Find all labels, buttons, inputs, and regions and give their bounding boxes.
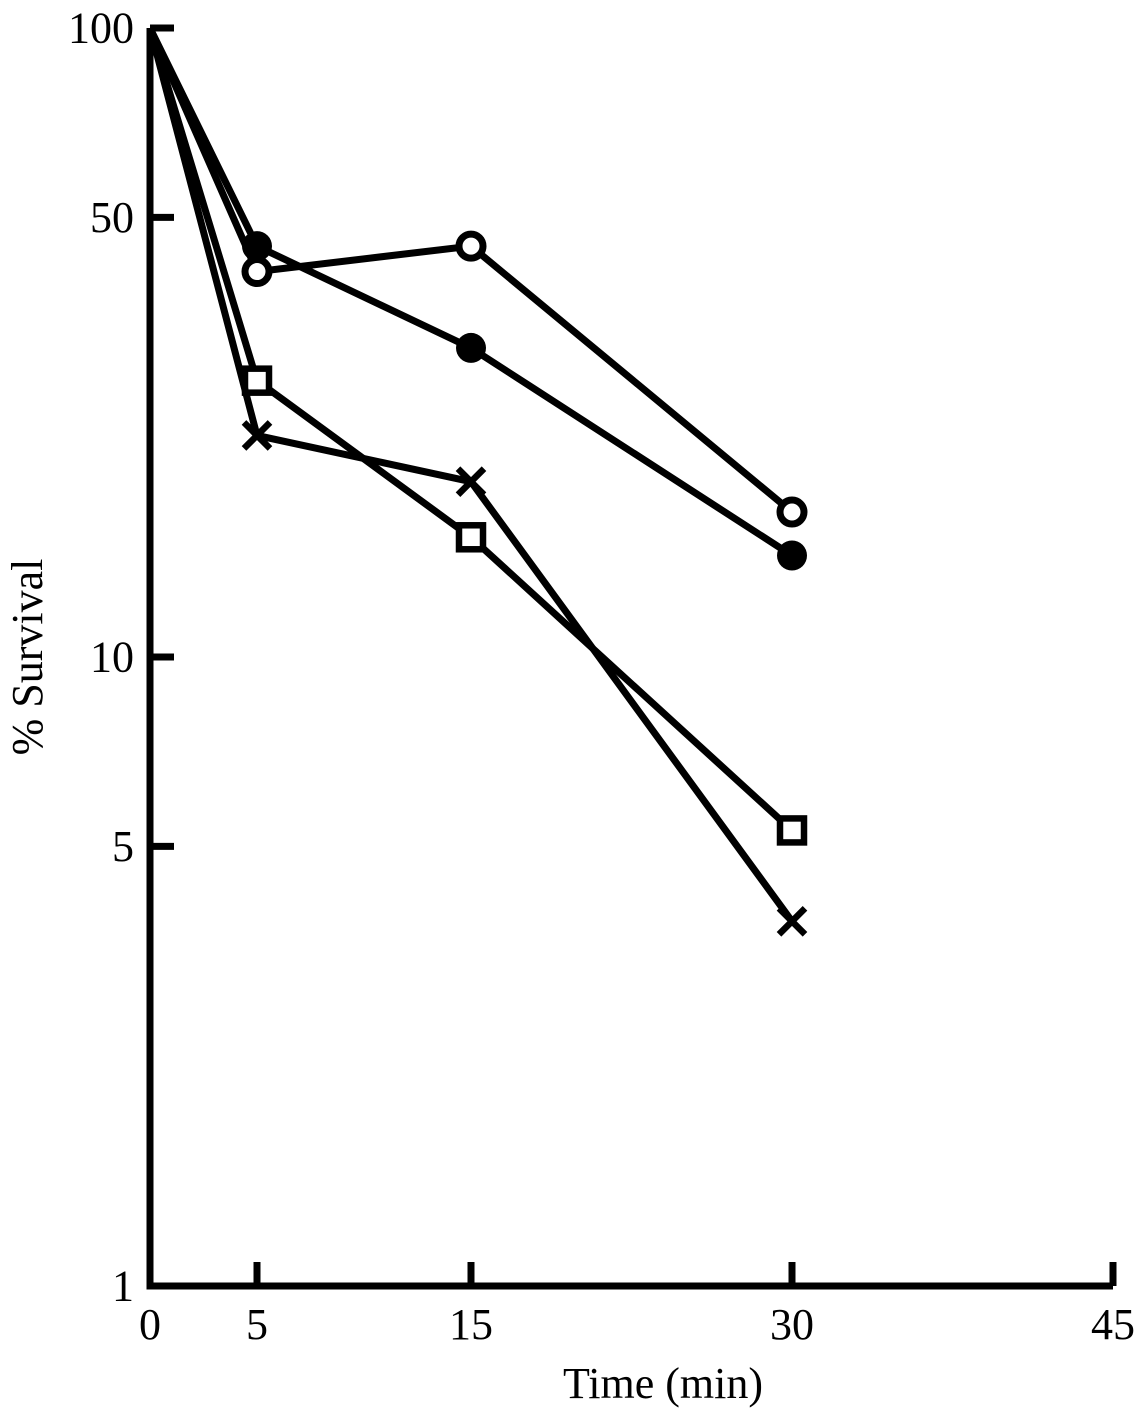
series-line-open-circle <box>146 26 795 515</box>
x-tick-label: 0 <box>139 1300 161 1349</box>
y-axis-title: % Survival <box>3 559 52 756</box>
series-x-cross <box>146 27 808 937</box>
marker-circle-filled <box>456 332 486 363</box>
marker-x <box>241 420 273 451</box>
y-tick-label: 50 <box>90 193 134 242</box>
marker-square-open <box>241 365 273 396</box>
series-open-circle <box>146 26 808 528</box>
marker-square-open <box>455 522 487 553</box>
marker-circle-open <box>241 256 273 288</box>
x-tick-label: 30 <box>770 1300 814 1349</box>
x-tick-label: 45 <box>1091 1300 1135 1349</box>
tick-layer: 100 50 10 5 10 5 15 30 45 <box>68 4 1135 1350</box>
series-line-x-cross <box>146 27 795 924</box>
marker-square-open <box>776 815 808 846</box>
series-open-square <box>146 26 808 846</box>
marker-circle-filled <box>777 540 807 571</box>
axis-spine <box>146 28 1113 1290</box>
marker-circle-open <box>455 230 487 262</box>
x-axis-title: Time (min) <box>563 1359 763 1408</box>
series-layer <box>146 26 808 937</box>
marker-x <box>776 906 808 937</box>
marker-circle-open <box>776 496 808 528</box>
x-tick-label: 15 <box>449 1300 493 1349</box>
y-tick-label: 1 <box>112 1262 134 1311</box>
x-tick-label: 5 <box>246 1300 268 1349</box>
marker-x <box>455 466 487 497</box>
series-line-filled-circle <box>146 26 794 559</box>
y-tick-label: 100 <box>68 4 134 53</box>
y-tick-label: 10 <box>90 633 134 682</box>
y-tick-label: 5 <box>112 822 134 871</box>
axes-layer <box>146 28 1113 1290</box>
marker-circle-filled <box>242 231 272 262</box>
series-filled-circle <box>146 26 807 571</box>
